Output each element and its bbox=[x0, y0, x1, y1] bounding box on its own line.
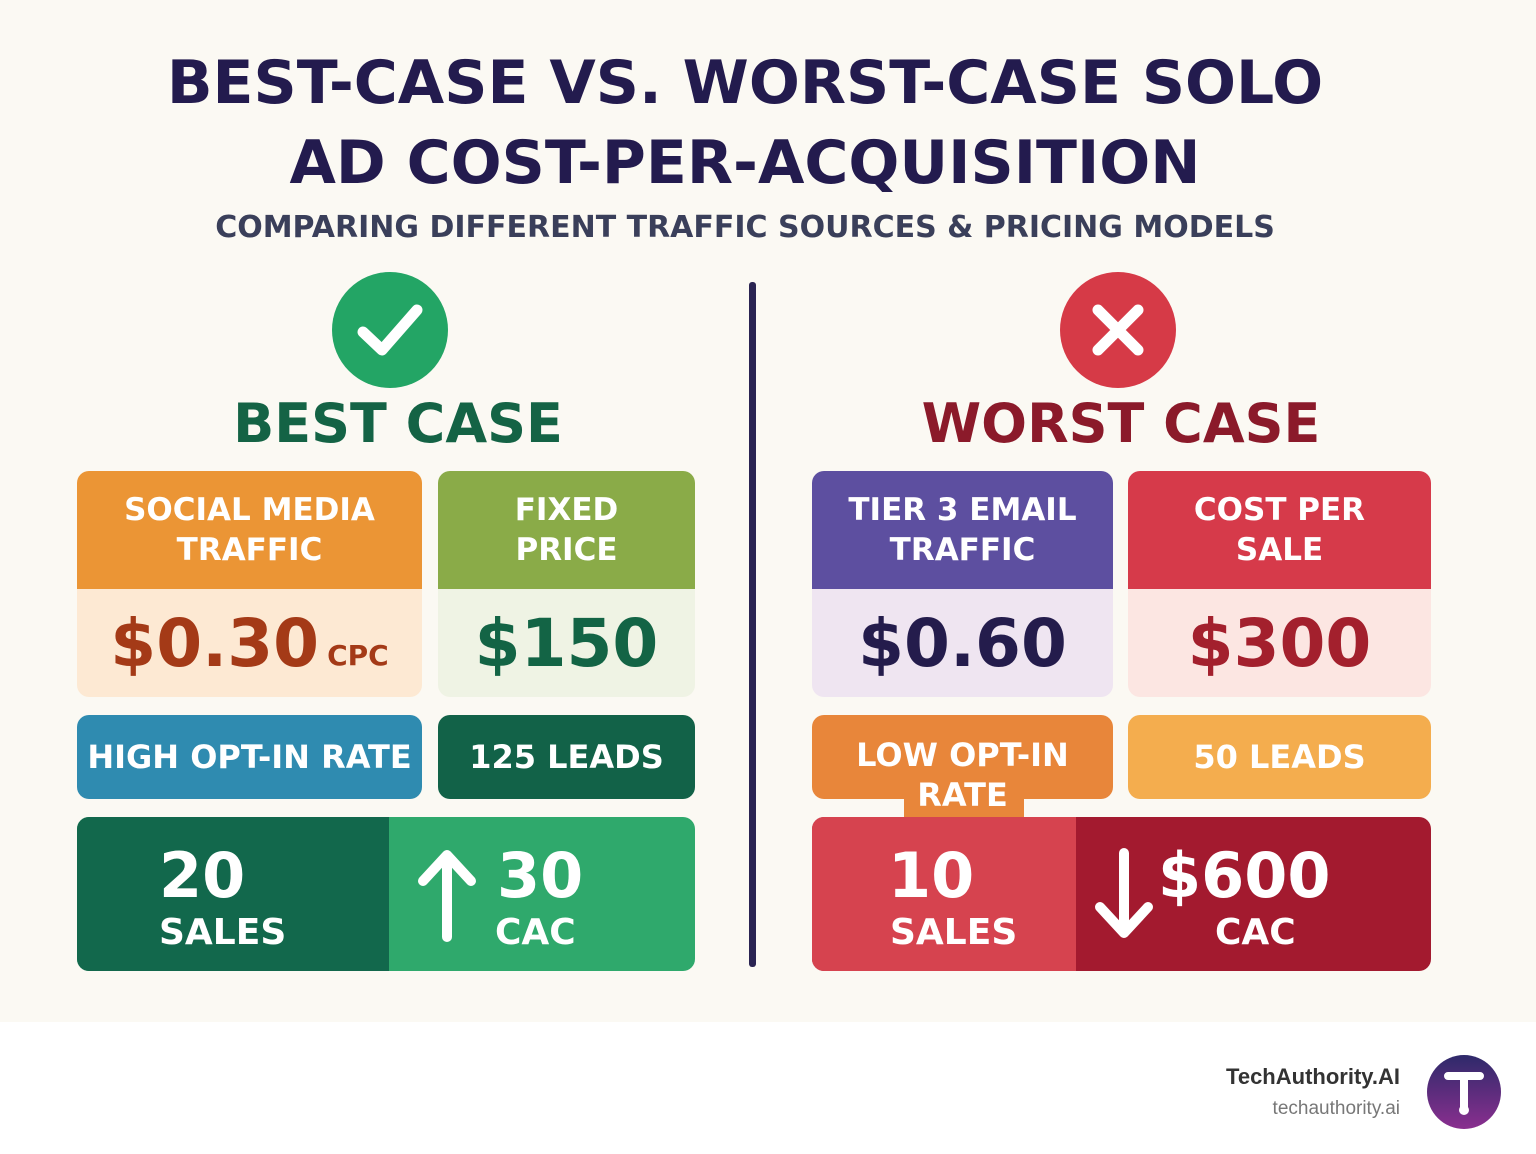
title-line-1: BEST-CASE VS. WORST-CASE SOLO bbox=[166, 48, 1324, 118]
footer-brand: TechAuthority.AI bbox=[1226, 1064, 1400, 1089]
worst-cac-label: CAC bbox=[1215, 912, 1296, 953]
worst-cac-value: $600 bbox=[1158, 839, 1331, 912]
worst-sales-value: 10 bbox=[888, 839, 975, 912]
subtitle: COMPARING DIFFERENT TRAFFIC SOURCES & PR… bbox=[215, 210, 1275, 245]
x-icon bbox=[1060, 272, 1176, 388]
worst-optin: LOW OPT-IN RATE bbox=[812, 715, 1113, 814]
footer-url[interactable]: techauthority.ai bbox=[1272, 1098, 1400, 1119]
best-cac-label: CAC bbox=[495, 912, 576, 953]
best-optin: HIGH OPT-IN RATE bbox=[77, 715, 422, 799]
best-pricing-value: $150 bbox=[438, 589, 695, 697]
divider bbox=[749, 282, 756, 967]
best-results: 20 SALES 30 CAC bbox=[77, 817, 695, 971]
best-cac-value: 30 bbox=[497, 839, 584, 912]
worst-sales-panel: 10 SALES bbox=[812, 817, 1076, 971]
worst-leads: 50 LEADS bbox=[1128, 715, 1431, 799]
worst-sales-label: SALES bbox=[890, 912, 1018, 953]
worst-pricing-label: COST PER SALE bbox=[1128, 471, 1431, 589]
worst-pricing-value: $300 bbox=[1128, 589, 1431, 697]
best-case-heading: BEST CASE bbox=[233, 392, 563, 455]
best-sales-value: 20 bbox=[159, 839, 246, 912]
arrow-down-icon bbox=[1095, 848, 1153, 938]
worst-traffic-label: TIER 3 EMAIL TRAFFIC bbox=[812, 471, 1113, 589]
title-line-2: AD COST-PER-ACQUISITION bbox=[289, 128, 1201, 198]
worst-results: 10 SALES $600 CAC bbox=[812, 817, 1431, 971]
best-sales-panel: 20 SALES bbox=[77, 817, 389, 971]
worst-case-heading: WORST CASE bbox=[921, 392, 1321, 455]
brand-logo bbox=[1427, 1055, 1501, 1129]
worst-traffic-value: $0.60 bbox=[812, 589, 1113, 697]
best-sales-label: SALES bbox=[159, 912, 287, 953]
best-pricing-label: FIXED PRICE bbox=[438, 471, 695, 589]
best-traffic-price: $0.30 bbox=[110, 604, 320, 682]
best-leads: 125 LEADS bbox=[438, 715, 695, 799]
best-traffic-label: SOCIAL MEDIA TRAFFIC bbox=[77, 471, 422, 589]
arrow-up-icon bbox=[418, 850, 476, 942]
check-icon bbox=[332, 272, 448, 388]
best-traffic-unit: CPC bbox=[327, 638, 389, 672]
t-logo-icon bbox=[1444, 1072, 1484, 1115]
best-traffic-value: $0.30 CPC bbox=[77, 589, 422, 697]
